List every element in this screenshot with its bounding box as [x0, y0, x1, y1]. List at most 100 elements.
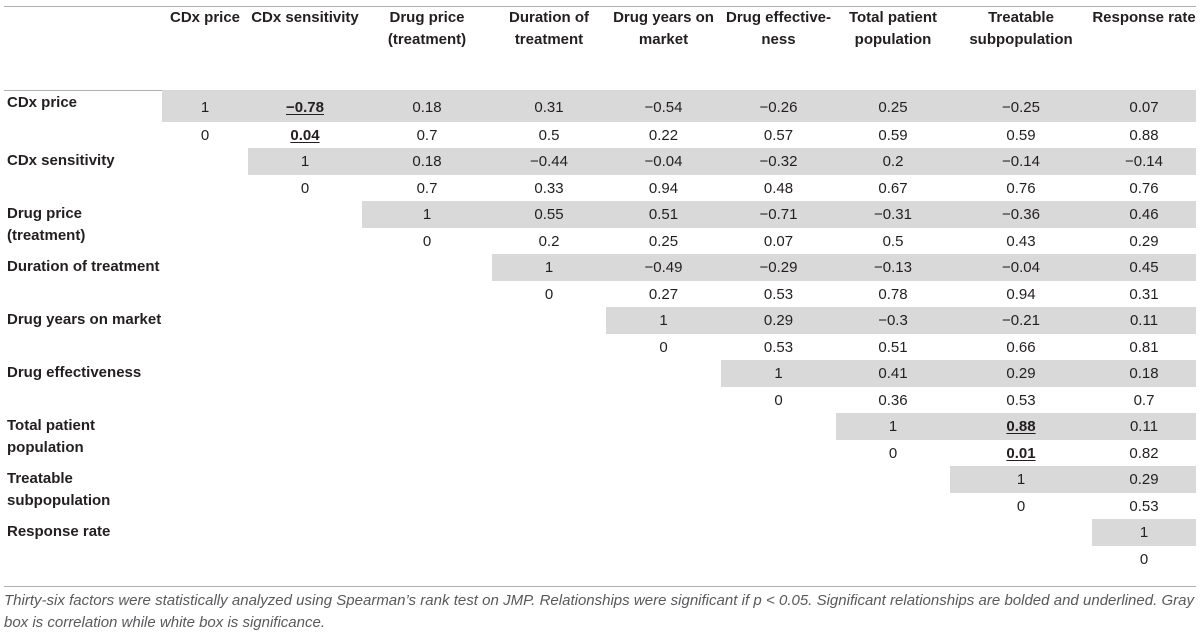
significance-cell: 0.53 [763, 285, 794, 303]
significance-cell: 0.22 [648, 126, 679, 144]
empty-cell [492, 413, 606, 440]
empty-cell [362, 334, 492, 360]
significance-row: 0 0.2 0.25 0.07 0.5 0.43 0.29 [4, 228, 1196, 254]
empty-cell [162, 254, 248, 281]
correlation-cell: −0.49 [606, 254, 721, 281]
empty-cell [492, 334, 606, 360]
row-label: CDx sensitivity [7, 152, 115, 169]
empty-cell [248, 254, 362, 281]
row-label: Total patient population [7, 417, 96, 456]
empty-cell [162, 387, 248, 413]
empty-cell [606, 440, 721, 466]
empty-cell [162, 307, 248, 334]
significance-cell: 0 [422, 232, 432, 250]
column-header: Response rate [1092, 9, 1196, 26]
correlation-cell: 1 [836, 413, 950, 440]
significance-cell: 0.94 [1006, 285, 1036, 303]
row-label: Drug price (treatment) [7, 205, 86, 244]
empty-cell [721, 413, 836, 440]
correlation-cell: −0.21 [950, 307, 1092, 334]
empty-cell [362, 440, 492, 466]
empty-cell [362, 387, 492, 413]
significance-cell: 0.7 [1133, 391, 1155, 409]
table-body: CDx price 1 −0.78 0.18 0.31 −0.54 −0.26 0.25 −0.… [4, 90, 1196, 572]
empty-cell [362, 413, 492, 440]
correlation-cell: 0.41 [836, 360, 950, 387]
column-header: CDx sensitivity [251, 9, 359, 26]
empty-cell [162, 175, 248, 201]
row-label: Drug effectiveness [7, 364, 142, 381]
correlation-row: Drug effectiveness 1 0.41 0.29 0.18 [4, 360, 1196, 387]
significance-cell: 0 [1016, 497, 1026, 515]
significance-cell: 0.59 [1006, 126, 1036, 144]
column-header: Drug years on market [613, 9, 714, 48]
significance-row: 0 0.53 [4, 493, 1196, 519]
correlation-row: Total patient population 1 0.88 0.11 [4, 413, 1196, 456]
correlation-row: Response rate 1 [4, 519, 1196, 546]
significance-cell: 0.53 [1006, 391, 1036, 409]
empty-cell [836, 466, 950, 493]
correlation-cell: −0.29 [721, 254, 836, 281]
correlation-cell: 1 [606, 307, 721, 334]
empty-cell [248, 201, 362, 228]
significance-row: 0 0.53 0.51 0.66 0.81 [4, 334, 1196, 360]
empty-cell [721, 546, 836, 572]
row-label: Treatable subpopulation [7, 470, 111, 509]
significance-cell: 0.59 [878, 126, 908, 144]
significant-value: 0.88 [1006, 418, 1036, 435]
empty-cell [162, 360, 248, 387]
corner-cell [4, 7, 162, 90]
significance-cell: 0.43 [1006, 232, 1036, 250]
row-label: Duration of treatment [7, 258, 160, 275]
correlation-cell: 1 [248, 148, 362, 175]
significance-cell: 0.82 [1129, 444, 1159, 462]
correlation-cell: 1 [492, 254, 606, 281]
correlation-cell: −0.13 [836, 254, 950, 281]
correlation-row: Drug price (treatment) 1 0.55 0.51 −0.71 −0.3… [4, 201, 1196, 244]
top-rule [4, 6, 1196, 7]
significance-cell: 0.94 [648, 179, 679, 197]
empty-cell [362, 281, 492, 307]
empty-cell [248, 228, 362, 254]
empty-cell [836, 546, 950, 572]
correlation-cell: 0.51 [606, 201, 721, 228]
correlation-cell: 0.11 [1092, 413, 1196, 440]
empty-cell [162, 519, 248, 546]
significance-cell: 0.53 [763, 338, 794, 356]
empty-cell [162, 413, 248, 440]
correlation-cell: −0.71 [721, 201, 836, 228]
significance-cell: 0.36 [878, 391, 908, 409]
row-label: CDx price [7, 94, 78, 111]
empty-cell [721, 440, 836, 466]
correlation-cell: 0.29 [950, 360, 1092, 387]
empty-cell [362, 493, 492, 519]
correlation-cell: 0.18 [362, 148, 492, 175]
correlation-cell: −0.54 [606, 90, 721, 122]
significance-cell: 0.7 [416, 179, 438, 197]
significance-cell: 0 [200, 126, 210, 144]
empty-cell [248, 493, 362, 519]
correlation-cell: −0.32 [721, 148, 836, 175]
empty-cell [606, 546, 721, 572]
significance-cell: 0.04 [248, 122, 362, 148]
empty-cell [162, 281, 248, 307]
correlation-cell: 0.2 [836, 148, 950, 175]
column-header: Duration of treatment [509, 9, 589, 48]
correlation-cell: 0.88 [950, 413, 1092, 440]
column-header: Drug price (treatment) [387, 9, 467, 48]
column-header: CDx price [169, 9, 241, 26]
empty-cell [362, 466, 492, 493]
correlation-row: CDx sensitivity 1 0.18 −0.44 −0.04 −0.32 0.2 −0… [4, 148, 1196, 175]
significance-cell: 0.07 [763, 232, 794, 250]
correlation-cell: 1 [950, 466, 1092, 493]
empty-cell [606, 519, 721, 546]
significance-cell: 0.81 [1129, 338, 1159, 356]
empty-cell [492, 307, 606, 334]
correlation-cell: 0.46 [1092, 201, 1196, 228]
empty-cell [606, 493, 721, 519]
empty-cell [162, 228, 248, 254]
correlation-cell: −0.36 [950, 201, 1092, 228]
empty-cell [248, 281, 362, 307]
empty-cell [492, 546, 606, 572]
significance-row: 0 0.36 0.53 0.7 [4, 387, 1196, 413]
